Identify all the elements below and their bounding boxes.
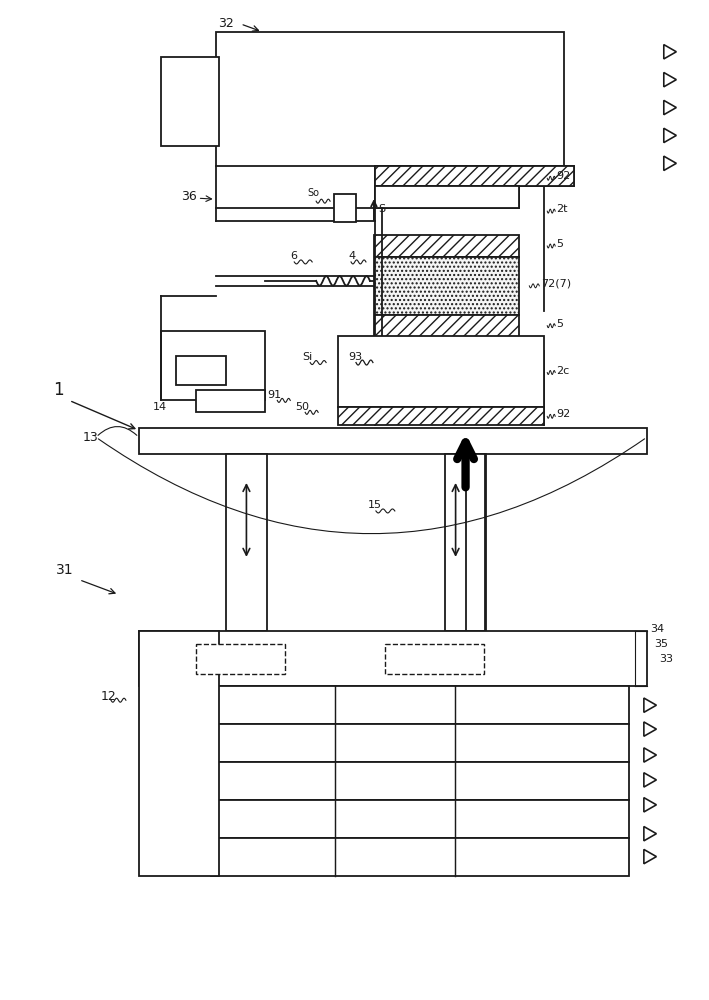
Text: 12: 12: [101, 690, 117, 703]
Bar: [375, 166, 574, 186]
Text: S: S: [378, 204, 385, 214]
Text: 36: 36: [181, 190, 196, 203]
Bar: [196, 390, 265, 412]
Text: 91: 91: [267, 390, 281, 400]
Text: 31: 31: [56, 563, 74, 577]
Bar: [196, 644, 285, 674]
Bar: [161, 331, 265, 400]
Text: 13: 13: [83, 431, 99, 444]
Text: 2c: 2c: [556, 366, 569, 376]
Text: 5: 5: [556, 239, 563, 249]
Text: 6: 6: [290, 251, 297, 261]
Bar: [211, 686, 629, 724]
Bar: [225, 454, 267, 631]
Bar: [139, 631, 647, 686]
Bar: [385, 644, 484, 674]
Bar: [139, 631, 218, 876]
Bar: [216, 32, 564, 166]
Text: 92: 92: [556, 171, 571, 181]
Text: 5: 5: [556, 319, 563, 329]
Text: 2t: 2t: [556, 204, 568, 214]
Bar: [375, 166, 574, 186]
Bar: [375, 315, 520, 337]
Bar: [211, 762, 629, 800]
Bar: [139, 428, 647, 454]
Bar: [375, 257, 520, 315]
Text: 50: 50: [295, 402, 309, 412]
Text: 92: 92: [556, 409, 571, 419]
Bar: [375, 186, 520, 208]
Text: 72(7): 72(7): [541, 279, 571, 289]
Bar: [375, 235, 520, 257]
Bar: [338, 336, 545, 407]
Bar: [161, 57, 218, 146]
Text: So: So: [307, 188, 319, 198]
Bar: [211, 724, 629, 762]
Bar: [211, 800, 629, 838]
Text: 1: 1: [53, 381, 64, 399]
Text: Si: Si: [302, 352, 313, 362]
Bar: [334, 194, 356, 222]
Text: 33: 33: [659, 654, 673, 664]
Text: 32: 32: [218, 17, 234, 30]
Text: 15: 15: [368, 500, 382, 510]
Text: 35: 35: [654, 639, 668, 649]
Bar: [445, 454, 486, 631]
Text: 14: 14: [153, 402, 167, 412]
Text: 34: 34: [650, 624, 664, 634]
Text: 93: 93: [348, 352, 362, 362]
Bar: [211, 838, 629, 876]
Bar: [375, 186, 520, 208]
Bar: [176, 356, 225, 385]
Text: 4: 4: [348, 251, 355, 261]
Bar: [338, 407, 545, 425]
Bar: [466, 454, 486, 631]
